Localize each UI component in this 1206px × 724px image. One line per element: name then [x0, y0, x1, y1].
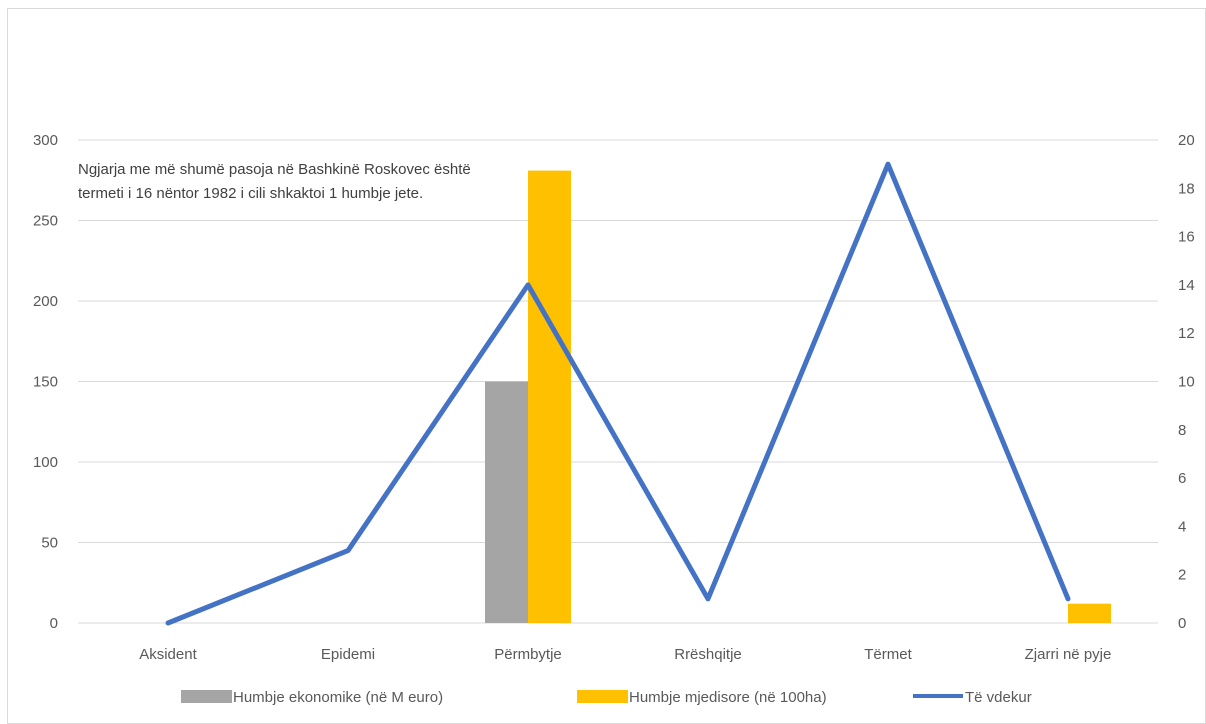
- y-left-tick-label: 50: [41, 535, 58, 552]
- legend-label: Humbje ekonomike (në M euro): [233, 689, 443, 706]
- y-right-tick-label: 8: [1178, 422, 1186, 439]
- x-tick-label: Epidemi: [321, 646, 375, 663]
- y-right-tick-label: 16: [1178, 229, 1195, 246]
- y-right-tick-label: 0: [1178, 615, 1186, 632]
- y-left-tick-label: 300: [33, 132, 58, 149]
- legend-item: Humbje mjedisore (në 100ha): [577, 689, 827, 706]
- legend-item: Humbje ekonomike (në M euro): [181, 689, 443, 706]
- series-line: [165, 161, 1071, 626]
- y-right-tick-label: 10: [1178, 374, 1195, 391]
- x-tick-label: Përmbytje: [494, 646, 562, 663]
- bar: [1068, 603, 1111, 623]
- x-tick-label: Tërmet: [864, 646, 912, 663]
- bar: [485, 381, 528, 623]
- bar: [528, 170, 571, 623]
- y-right-tick-label: 18: [1178, 180, 1195, 197]
- y-left-tick-label: 250: [33, 213, 58, 230]
- x-tick-label: Zjarri në pyje: [1025, 646, 1112, 663]
- legend-label: Të vdekur: [965, 689, 1032, 706]
- y-left-tick-label: 0: [50, 615, 58, 632]
- legend-label: Humbje mjedisore (në 100ha): [629, 689, 827, 706]
- gridlines: [78, 139, 1158, 624]
- y-right-tick-label: 12: [1178, 325, 1195, 342]
- y-left-tick-label: 200: [33, 293, 58, 310]
- legend-swatch: [181, 690, 232, 703]
- y-left-tick-label: 150: [33, 374, 58, 391]
- y-right-tick-label: 4: [1178, 518, 1186, 535]
- legend-swatch: [577, 690, 628, 703]
- y-left-tick-label: 100: [33, 454, 58, 471]
- y-right-tick-label: 6: [1178, 470, 1186, 487]
- y-right-tick-label: 2: [1178, 567, 1186, 584]
- x-tick-label: Rrëshqitje: [674, 646, 742, 663]
- legend-item: Të vdekur: [913, 689, 1032, 706]
- chart-annotation: Ngjarja me më shumë pasoja në Bashkinë R…: [78, 161, 471, 202]
- x-tick-label: Aksident: [139, 646, 197, 663]
- y-right-tick-label: 20: [1178, 132, 1195, 149]
- y-right-tick-label: 14: [1178, 277, 1195, 294]
